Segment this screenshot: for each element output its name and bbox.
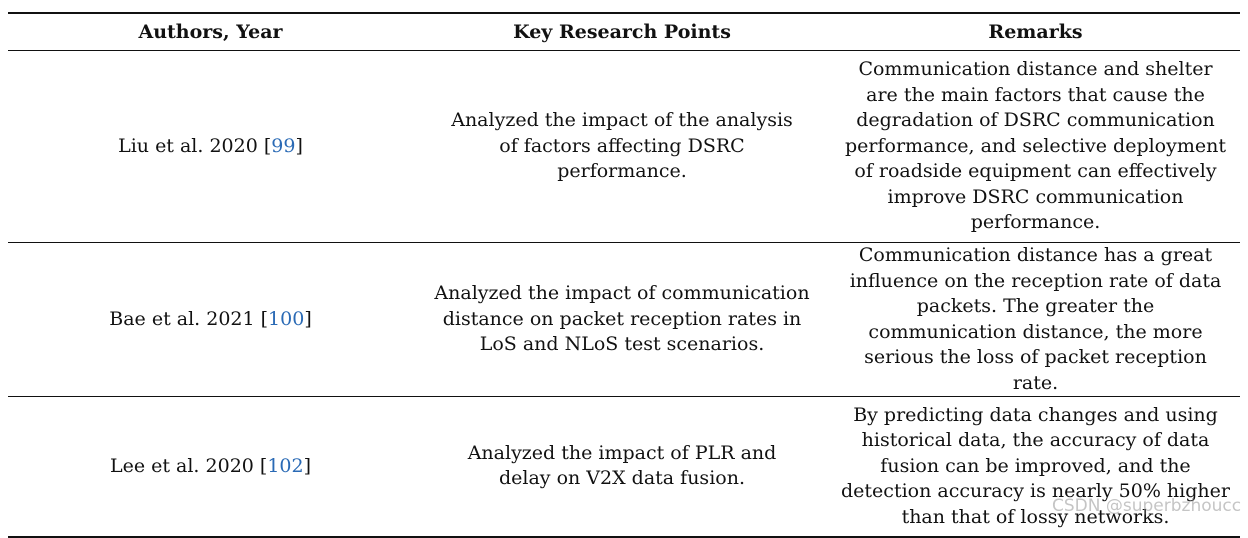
author-cell: Lee et al. 2020 [102] <box>8 396 413 538</box>
reference-link[interactable]: 102 <box>267 454 304 477</box>
header-key-research-points: Key Research Points <box>413 12 831 51</box>
author-text-end: ] <box>303 454 312 477</box>
remarks-cell: Communication distance and shelter are t… <box>831 50 1240 243</box>
key-points-cell: Analyzed the impact of the analysis of f… <box>413 50 831 243</box>
research-table: Authors, Year Key Research Points Remark… <box>8 12 1240 538</box>
reference-link[interactable]: 99 <box>271 134 296 157</box>
watermark: CSDN @superbzhoucc <box>1052 496 1242 516</box>
header-authors-year: Authors, Year <box>8 12 413 51</box>
author-text: Bae et al. 2021 [ <box>109 307 269 330</box>
author-text-end: ] <box>295 134 303 157</box>
author-text: Liu et al. 2020 [ <box>118 134 272 157</box>
author-cell: Liu et al. 2020 [99] <box>8 50 413 243</box>
table-row: Liu et al. 2020 [99] Analyzed the impact… <box>8 50 1240 243</box>
header-remarks: Remarks <box>831 12 1240 51</box>
remarks-cell: Communication distance has a great influ… <box>831 242 1240 397</box>
author-cell: Bae et al. 2021 [100] <box>8 242 413 397</box>
author-text-end: ] <box>304 307 312 330</box>
header-row: Authors, Year Key Research Points Remark… <box>8 12 1240 51</box>
key-points-cell: Analyzed the impact of communication dis… <box>413 242 831 397</box>
key-points-cell: Analyzed the impact of PLR and delay on … <box>413 396 831 538</box>
table-row: Bae et al. 2021 [100] Analyzed the impac… <box>8 242 1240 397</box>
author-text: Lee et al. 2020 [ <box>109 454 268 477</box>
reference-link[interactable]: 100 <box>268 307 305 330</box>
